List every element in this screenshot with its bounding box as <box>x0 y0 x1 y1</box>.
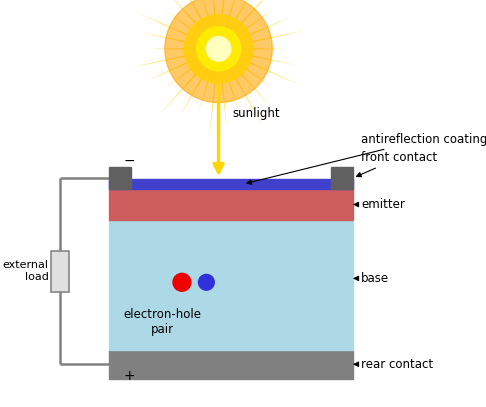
Polygon shape <box>209 73 217 138</box>
Polygon shape <box>238 9 273 35</box>
Polygon shape <box>238 62 273 88</box>
Circle shape <box>198 274 214 290</box>
Polygon shape <box>198 0 212 26</box>
Bar <box>109 167 131 189</box>
Polygon shape <box>198 72 212 113</box>
Text: base: base <box>354 272 389 285</box>
Polygon shape <box>234 0 278 31</box>
Text: +: + <box>123 369 135 383</box>
Polygon shape <box>174 0 207 28</box>
FancyBboxPatch shape <box>51 251 69 291</box>
Polygon shape <box>166 0 203 31</box>
Text: emitter: emitter <box>354 198 405 211</box>
Polygon shape <box>164 9 199 35</box>
Circle shape <box>173 274 191 291</box>
Bar <box>109 189 353 220</box>
Bar <box>109 220 353 350</box>
Polygon shape <box>147 58 197 81</box>
Polygon shape <box>158 66 203 115</box>
Text: electron-hole
pair: electron-hole pair <box>123 308 201 335</box>
Text: rear contact: rear contact <box>354 358 433 371</box>
Text: external
load: external load <box>2 260 49 282</box>
Polygon shape <box>226 72 239 113</box>
Polygon shape <box>230 0 258 28</box>
Polygon shape <box>152 48 194 50</box>
Polygon shape <box>141 33 195 45</box>
Circle shape <box>165 0 272 103</box>
Polygon shape <box>131 53 195 68</box>
Bar <box>330 167 353 189</box>
Text: sunlight: sunlight <box>233 107 280 120</box>
Polygon shape <box>164 62 199 88</box>
Polygon shape <box>242 30 306 45</box>
Polygon shape <box>230 70 263 127</box>
Polygon shape <box>179 70 207 117</box>
Text: front contact: front contact <box>357 151 437 177</box>
Text: −: − <box>123 154 135 168</box>
Circle shape <box>197 27 241 71</box>
Polygon shape <box>226 0 239 26</box>
Polygon shape <box>243 48 286 50</box>
Polygon shape <box>220 73 227 127</box>
Polygon shape <box>242 53 295 65</box>
Circle shape <box>207 37 231 61</box>
Text: antireflection coating: antireflection coating <box>247 133 486 184</box>
Polygon shape <box>210 0 217 25</box>
Bar <box>109 350 353 379</box>
Circle shape <box>184 15 253 83</box>
Polygon shape <box>241 17 291 40</box>
Bar <box>109 179 353 189</box>
Polygon shape <box>241 58 300 85</box>
Polygon shape <box>234 66 271 107</box>
Polygon shape <box>137 13 197 40</box>
Polygon shape <box>220 0 228 25</box>
